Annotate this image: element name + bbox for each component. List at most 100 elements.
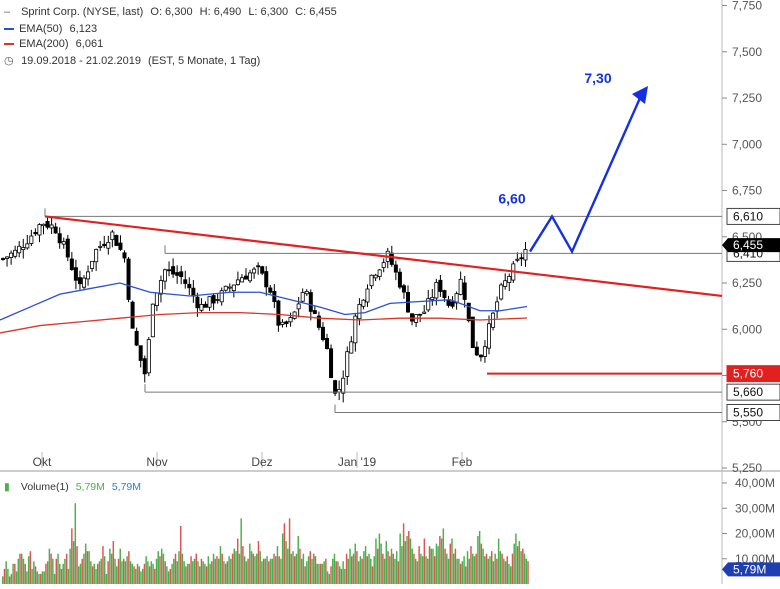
volume-bar xyxy=(414,558,417,584)
candle-body xyxy=(154,292,159,307)
candle-body xyxy=(256,265,261,268)
volume-bar xyxy=(193,558,196,584)
volume-bar xyxy=(5,561,7,584)
ema50-legend: EMA(50) 6,123 xyxy=(4,23,101,35)
volume-tick-label-3: 10,00M xyxy=(735,552,775,566)
candle-body xyxy=(288,317,293,323)
volume-bar xyxy=(442,528,445,584)
volume-bar xyxy=(245,561,248,584)
volume-value-2: 5,79M xyxy=(111,481,141,493)
volume-bar xyxy=(164,561,166,584)
target-annotation-0: 6,60 xyxy=(498,190,525,206)
volume-bar xyxy=(428,546,431,584)
volume-bar xyxy=(452,553,455,584)
volume-bar xyxy=(492,561,495,584)
volume-bar xyxy=(33,561,35,584)
volume-bar xyxy=(421,556,424,584)
volume-bar xyxy=(34,566,37,584)
volume-bar xyxy=(147,561,149,584)
candle-body xyxy=(333,380,338,394)
volume-bar xyxy=(313,553,315,584)
price-tick-label-3: 6,000 xyxy=(732,322,762,336)
date-range: ◷ 19.09.2018 - 21.02.2019 (EST, 5 Monate… xyxy=(4,54,264,67)
candle-body xyxy=(422,311,427,314)
volume-bar xyxy=(394,558,396,584)
volume-bar xyxy=(181,553,184,584)
volume-bar xyxy=(154,568,156,584)
candle-body xyxy=(239,277,244,283)
volume-bar xyxy=(98,561,101,584)
volume-last-box xyxy=(722,562,780,577)
volume-bar xyxy=(143,563,146,584)
volume-bar xyxy=(60,568,63,584)
collapse-icon[interactable]: – xyxy=(4,6,11,18)
candle-body xyxy=(203,303,208,308)
volume-bar xyxy=(465,566,467,584)
candle-body xyxy=(162,269,167,282)
candle-body xyxy=(21,247,26,251)
candle-body xyxy=(389,252,394,265)
volume-bar xyxy=(285,541,287,584)
candle-body xyxy=(126,258,131,300)
candle-body xyxy=(248,272,253,282)
price-tick-label-7: 7,000 xyxy=(732,137,762,151)
volume-bar xyxy=(439,536,441,584)
volume-bar xyxy=(166,566,168,584)
volume-bar xyxy=(7,568,9,584)
candle-body xyxy=(45,221,50,228)
candle-body xyxy=(252,268,257,274)
volume-bar xyxy=(122,558,125,584)
volume-bar xyxy=(363,551,365,584)
volume-bar xyxy=(129,561,132,584)
volume-bar xyxy=(454,548,457,584)
volume-bar xyxy=(235,551,237,584)
volume-bar xyxy=(435,543,438,584)
volume-bar xyxy=(287,548,289,584)
volume-bar xyxy=(148,566,151,584)
volume-bar xyxy=(482,548,484,584)
volume-bar xyxy=(378,533,381,584)
volume-bar xyxy=(404,541,407,584)
volume-bar xyxy=(238,553,241,584)
volume-bar xyxy=(254,556,256,584)
candle-body xyxy=(211,295,216,304)
volume-bar xyxy=(264,558,267,584)
volume-bar xyxy=(318,563,320,584)
volume-bar xyxy=(311,558,313,584)
candle-body xyxy=(5,256,10,259)
volume-bar xyxy=(333,553,336,584)
candle-body xyxy=(138,345,143,361)
volume-bar xyxy=(259,551,261,584)
volume-bar xyxy=(3,568,6,584)
volume-bar xyxy=(275,556,277,584)
range-info: (EST, 5 Monate, 1 Tag) xyxy=(148,55,261,67)
candle-body xyxy=(13,249,18,257)
volume-bar xyxy=(477,536,479,584)
volume-bar xyxy=(90,561,92,584)
volume-bar xyxy=(126,556,128,584)
volume-bar xyxy=(392,553,394,584)
volume-bar xyxy=(250,551,253,584)
candle-body xyxy=(454,293,459,304)
candle-body xyxy=(296,303,301,310)
volume-bar xyxy=(257,541,260,584)
volume-bar xyxy=(371,566,374,584)
volume-bar xyxy=(335,561,337,584)
volume-bar xyxy=(516,546,519,584)
candle-body xyxy=(41,223,46,227)
candle-body xyxy=(442,290,447,299)
volume-bar xyxy=(109,548,111,584)
volume-bar xyxy=(459,563,462,584)
level-box-2 xyxy=(726,365,780,383)
candle-body xyxy=(146,339,151,374)
volume-bar xyxy=(247,558,249,584)
candle-body xyxy=(9,252,14,258)
volume-bar xyxy=(484,556,486,584)
volume-bar xyxy=(252,553,255,584)
candle-body xyxy=(118,242,123,250)
candle-body xyxy=(438,279,443,292)
volume-bar xyxy=(458,558,460,584)
volume-bar xyxy=(176,561,178,584)
volume-bar xyxy=(36,571,39,584)
